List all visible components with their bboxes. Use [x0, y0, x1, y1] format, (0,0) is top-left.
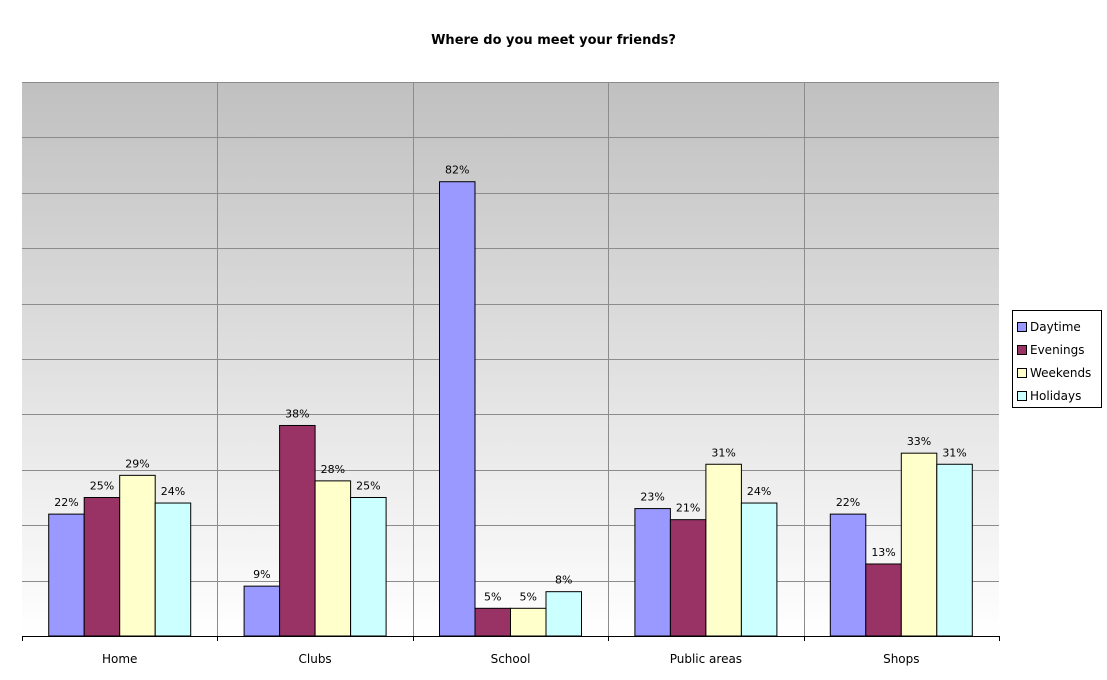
bar [634, 508, 671, 637]
data-label: 38% [285, 407, 309, 420]
x-tick-label: Public areas [670, 652, 742, 666]
legend-item: Weekends [1017, 361, 1101, 384]
legend-swatch [1017, 344, 1027, 355]
data-label: 28% [321, 463, 345, 476]
legend-swatch [1017, 390, 1027, 401]
legend-label: Evenings [1030, 342, 1085, 357]
chart-title: Where do you meet your friends? [431, 33, 676, 48]
bar [119, 474, 156, 637]
legend-item: Daytime [1017, 315, 1101, 338]
data-label: 9% [253, 568, 270, 581]
data-label: 24% [161, 485, 185, 498]
x-tick-label: Home [102, 652, 137, 666]
data-labels: 22% 25% 29% 24% 9% 38% 28% 25% 82% 5% 5% 8% 23% 21% 31… [54, 164, 967, 604]
data-label: 5% [484, 590, 501, 603]
data-label: 8% [555, 574, 572, 587]
bar [829, 513, 867, 637]
data-label: 23% [640, 491, 664, 504]
bar [48, 513, 85, 637]
data-label: 31% [942, 446, 966, 459]
data-label: 22% [836, 496, 860, 509]
bar [243, 585, 281, 637]
data-label: 33% [907, 435, 931, 448]
legend: Daytime Evenings Weekends Holidays [1012, 310, 1102, 408]
data-label: 31% [711, 446, 735, 459]
bar [474, 607, 511, 637]
bar [279, 424, 316, 637]
bar [314, 480, 352, 637]
bar [900, 452, 938, 637]
x-axis: Home Clubs School Public areas Shops [22, 636, 1000, 666]
x-tick-label: Clubs [299, 652, 332, 666]
legend-item: Evenings [1017, 338, 1101, 361]
legend-swatch [1017, 321, 1027, 332]
bar [936, 463, 973, 637]
data-label: 24% [747, 485, 771, 498]
data-label: 21% [676, 502, 700, 515]
x-tick-label: Shops [883, 652, 919, 666]
data-label: 29% [125, 457, 149, 470]
data-label: 25% [90, 480, 114, 493]
bar [83, 497, 121, 637]
bar [865, 563, 902, 637]
data-label: 5% [520, 590, 537, 603]
bar [740, 502, 778, 637]
bar [545, 591, 582, 637]
data-label: 22% [54, 496, 78, 509]
data-label: 82% [445, 164, 469, 177]
x-tick-label: School [491, 652, 531, 666]
legend-label: Weekends [1030, 365, 1092, 380]
bar [154, 502, 192, 637]
legend-label: Daytime [1030, 319, 1081, 334]
legend-label: Holidays [1030, 388, 1082, 403]
bar [439, 181, 476, 637]
bar [705, 463, 742, 637]
data-label: 13% [871, 546, 895, 559]
data-label: 25% [356, 480, 380, 493]
bar [510, 607, 547, 637]
bar [350, 497, 387, 637]
legend-swatch [1017, 367, 1027, 378]
bar [669, 519, 707, 637]
legend-item: Holidays [1017, 384, 1101, 407]
